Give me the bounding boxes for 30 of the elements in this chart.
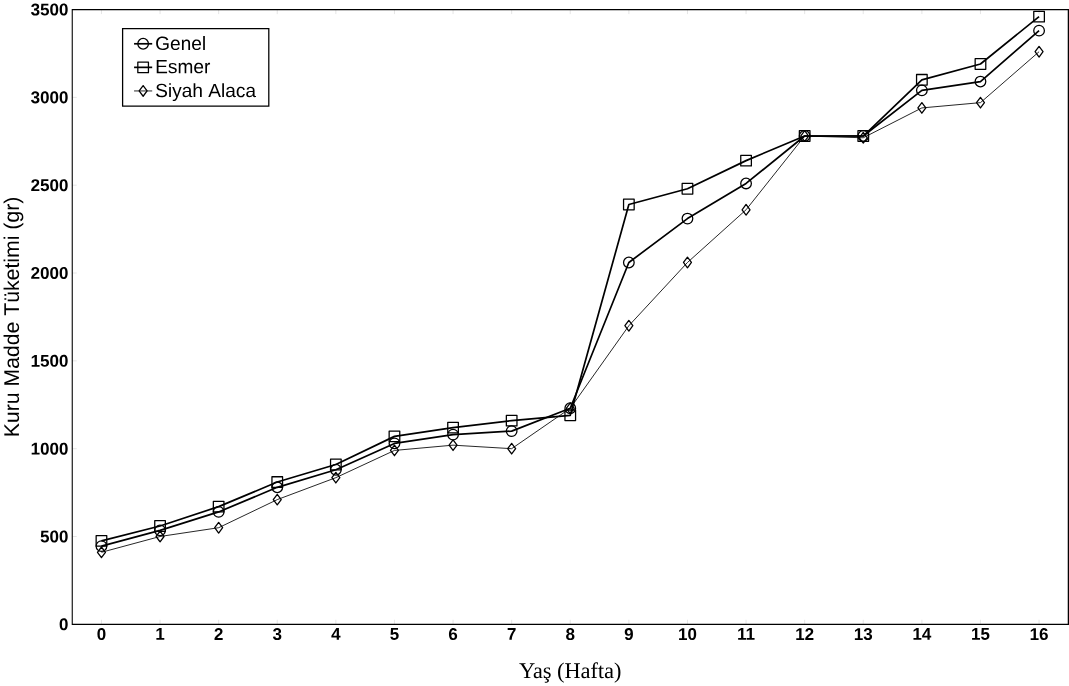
- x-tick-label: 0: [97, 627, 106, 640]
- x-tick-label: 1: [156, 627, 165, 640]
- x-tick-label: 7: [507, 627, 516, 640]
- y-tick-label: 0: [59, 618, 68, 631]
- y-axis-title: Kuru Madde Tüketimi (gr): [3, 197, 24, 436]
- x-tick-label: 2: [214, 627, 223, 640]
- x-tick-label: 12: [796, 627, 814, 640]
- x-tick-label: 5: [390, 627, 399, 640]
- y-tick-label: 2000: [31, 266, 68, 279]
- x-tick-label: 4: [331, 627, 341, 640]
- x-tick-label: 14: [913, 627, 932, 640]
- x-tick-label: 10: [679, 627, 697, 640]
- x-tick-label: 9: [624, 627, 633, 640]
- x-tick-label: 11: [738, 627, 755, 640]
- legend-label: Siyah Alaca: [156, 83, 257, 101]
- y-tick-label: 3000: [31, 91, 68, 104]
- y-tick-label: 500: [40, 530, 68, 543]
- y-tick-label: 1500: [31, 354, 68, 367]
- legend-label: Genel: [156, 35, 205, 50]
- y-tick-label: 3500: [31, 3, 68, 16]
- x-tick-label: 3: [272, 627, 282, 640]
- y-tick-label: 2500: [31, 179, 68, 192]
- x-tick-label: 13: [854, 627, 873, 640]
- legend-label: Esmer: [156, 59, 211, 74]
- x-tick-label: 16: [1030, 627, 1048, 640]
- y-tick-label: 1000: [31, 442, 68, 455]
- x-axis-title: Yaş (Hafta): [519, 662, 621, 683]
- x-tick-label: 15: [972, 627, 990, 640]
- x-tick-label: 8: [566, 627, 575, 640]
- x-tick-label: 6: [448, 627, 458, 640]
